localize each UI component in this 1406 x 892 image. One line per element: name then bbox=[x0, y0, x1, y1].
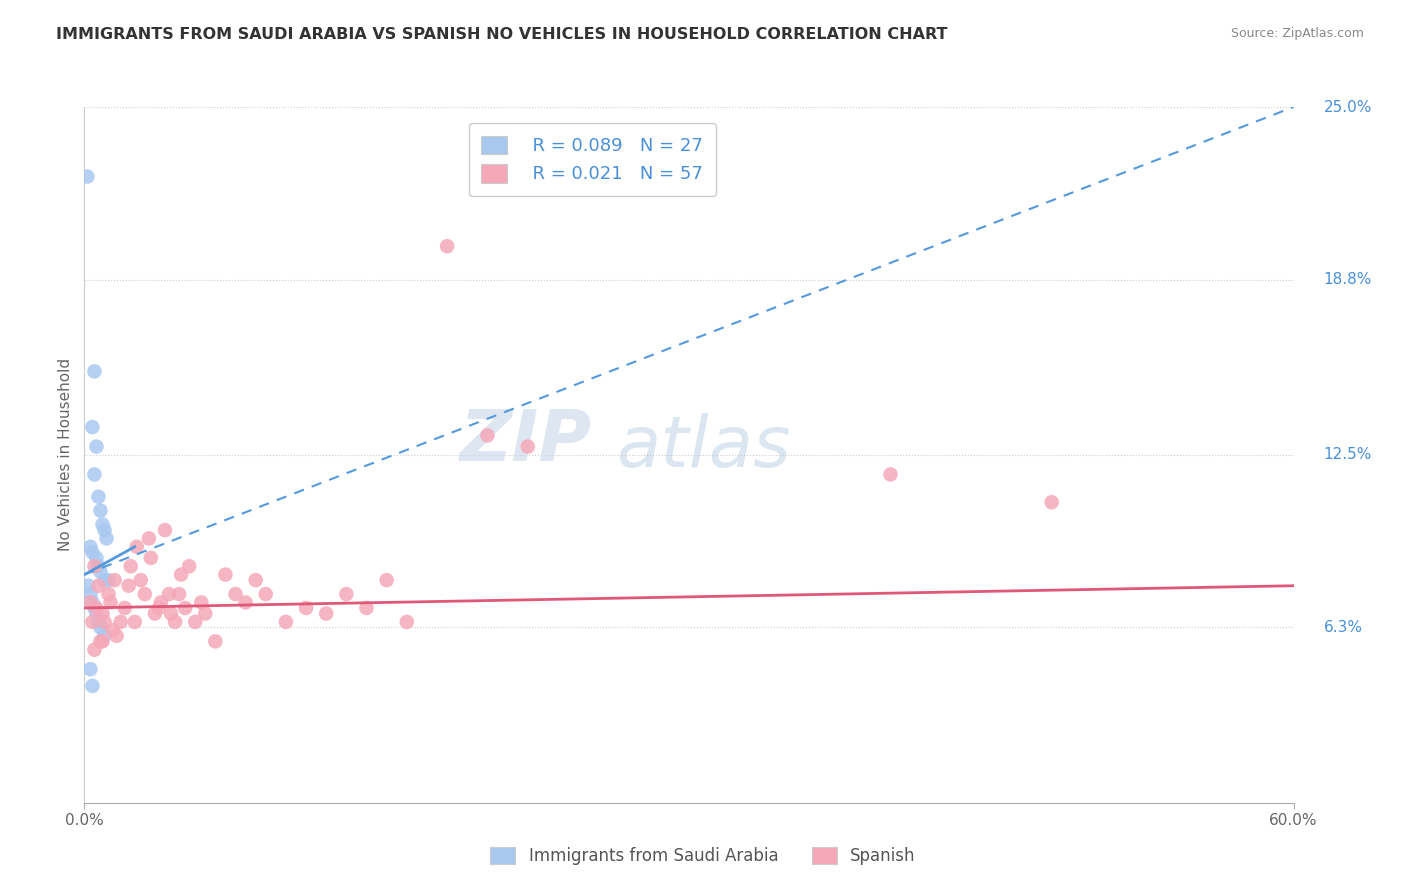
Point bbox=[86, 440, 108, 454]
Point bbox=[89, 634, 111, 648]
Point bbox=[93, 573, 115, 587]
Point bbox=[76, 169, 98, 184]
Point bbox=[83, 601, 105, 615]
Legend: Immigrants from Saudi Arabia, Spanish: Immigrants from Saudi Arabia, Spanish bbox=[481, 837, 925, 875]
Point bbox=[516, 440, 538, 454]
Point bbox=[165, 615, 187, 629]
Point bbox=[148, 601, 170, 615]
Point bbox=[82, 595, 104, 609]
Point bbox=[83, 364, 105, 378]
Point bbox=[87, 579, 110, 593]
Point bbox=[167, 587, 190, 601]
Point bbox=[395, 615, 418, 629]
Point bbox=[315, 607, 337, 621]
Point bbox=[83, 559, 105, 574]
Point bbox=[79, 595, 101, 609]
Point bbox=[190, 595, 212, 609]
Point bbox=[79, 540, 101, 554]
Point bbox=[82, 679, 104, 693]
Point bbox=[179, 559, 201, 574]
Point bbox=[129, 573, 152, 587]
Point bbox=[118, 579, 141, 593]
Point bbox=[335, 587, 357, 601]
Point bbox=[160, 607, 183, 621]
Point bbox=[225, 587, 247, 601]
Point bbox=[149, 595, 172, 609]
Text: 25.0%: 25.0% bbox=[1324, 100, 1372, 114]
Text: 6.3%: 6.3% bbox=[1324, 620, 1362, 635]
Point bbox=[89, 503, 111, 517]
Point bbox=[170, 567, 193, 582]
Point bbox=[254, 587, 277, 601]
Point bbox=[79, 587, 101, 601]
Point bbox=[82, 615, 104, 629]
Point bbox=[274, 615, 297, 629]
Point bbox=[104, 573, 127, 587]
Point bbox=[120, 559, 142, 574]
Point bbox=[214, 567, 236, 582]
Point bbox=[245, 573, 267, 587]
Point bbox=[235, 595, 257, 609]
Text: 12.5%: 12.5% bbox=[1324, 448, 1372, 462]
Point bbox=[87, 490, 110, 504]
Point bbox=[477, 428, 499, 442]
Point bbox=[100, 595, 122, 609]
Point bbox=[157, 587, 180, 601]
Point bbox=[86, 607, 108, 621]
Point bbox=[86, 601, 108, 615]
Point bbox=[77, 579, 100, 593]
Point bbox=[91, 634, 114, 648]
Point bbox=[138, 532, 160, 546]
Text: atlas: atlas bbox=[616, 414, 792, 483]
Point bbox=[110, 615, 132, 629]
Point bbox=[114, 601, 136, 615]
Point bbox=[153, 523, 176, 537]
Point bbox=[436, 239, 458, 253]
Point bbox=[87, 559, 110, 574]
Text: 18.8%: 18.8% bbox=[1324, 272, 1372, 287]
Point bbox=[101, 624, 124, 638]
Point bbox=[89, 565, 111, 579]
Point bbox=[356, 601, 378, 615]
Point bbox=[105, 629, 128, 643]
Point bbox=[97, 587, 120, 601]
Legend:   R = 0.089   N = 27,   R = 0.021   N = 57: R = 0.089 N = 27, R = 0.021 N = 57 bbox=[468, 123, 716, 196]
Point bbox=[174, 601, 197, 615]
Point bbox=[91, 517, 114, 532]
Point bbox=[93, 615, 115, 629]
Point bbox=[97, 573, 120, 587]
Point bbox=[204, 634, 226, 648]
Point bbox=[79, 662, 101, 676]
Point bbox=[93, 629, 115, 643]
Point bbox=[1040, 495, 1063, 509]
Point bbox=[134, 587, 156, 601]
Point bbox=[124, 615, 146, 629]
Text: IMMIGRANTS FROM SAUDI ARABIA VS SPANISH NO VEHICLES IN HOUSEHOLD CORRELATION CHA: IMMIGRANTS FROM SAUDI ARABIA VS SPANISH … bbox=[56, 27, 948, 42]
Point bbox=[139, 550, 162, 565]
Point bbox=[295, 601, 318, 615]
Point bbox=[184, 615, 207, 629]
Point bbox=[125, 540, 148, 554]
Text: ZIP: ZIP bbox=[460, 407, 592, 475]
Point bbox=[86, 550, 108, 565]
Point bbox=[82, 420, 104, 434]
Point bbox=[143, 607, 166, 621]
Point bbox=[194, 607, 217, 621]
Point bbox=[83, 467, 105, 482]
Point bbox=[82, 545, 104, 559]
Point bbox=[375, 573, 398, 587]
Point bbox=[96, 532, 118, 546]
Point bbox=[879, 467, 901, 482]
Point bbox=[89, 620, 111, 634]
Point bbox=[91, 607, 114, 621]
Point bbox=[87, 615, 110, 629]
Text: Source: ZipAtlas.com: Source: ZipAtlas.com bbox=[1230, 27, 1364, 40]
Y-axis label: No Vehicles in Household: No Vehicles in Household bbox=[58, 359, 73, 551]
Point bbox=[83, 642, 105, 657]
Point bbox=[93, 523, 115, 537]
